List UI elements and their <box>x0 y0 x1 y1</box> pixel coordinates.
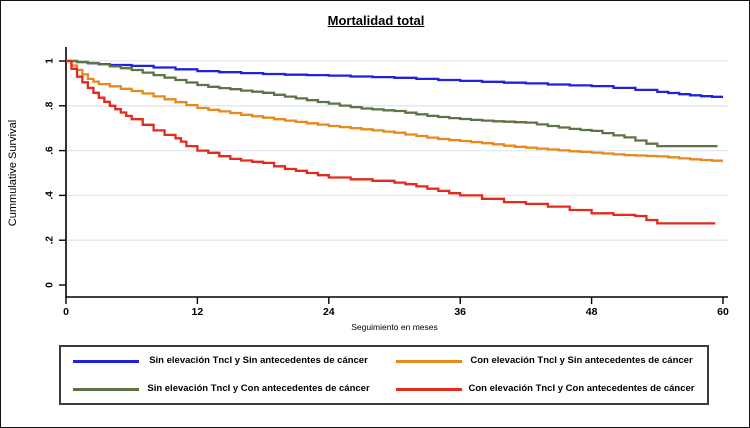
x-axis-title: Seguimiento en meses <box>351 322 437 332</box>
survival-curve-3 <box>66 59 716 225</box>
orange-line-swatch <box>396 359 462 363</box>
x-tick-label: 12 <box>192 306 204 318</box>
y-tick-label: .2 <box>45 236 56 245</box>
y-tick-label: .6 <box>45 146 56 155</box>
y-tick-label: 0 <box>45 282 56 288</box>
legend: Sin elevación TncI y Sin antecedentes de… <box>59 345 709 405</box>
blue-line-swatch <box>73 359 139 363</box>
survival-curve-1 <box>66 59 718 148</box>
chart-title: Mortalidad total <box>327 13 425 28</box>
survival-curve-2 <box>66 59 723 162</box>
legend-label: Con elevación TncI y Sin antecedentes de… <box>470 354 693 366</box>
y-axis-title: Cummulative Survival <box>7 120 19 226</box>
red-line-swatch <box>396 387 462 391</box>
green-line-swatch <box>73 387 139 391</box>
x-tick-label: 48 <box>586 306 598 318</box>
legend-item-green: Sin elevación TncI y Con antecedentes de… <box>61 375 384 403</box>
x-tick-label: 24 <box>323 306 335 318</box>
x-tick-label: 36 <box>454 306 466 318</box>
legend-item-red: Con elevación TncI y Con antecedentes de… <box>384 375 707 403</box>
legend-item-orange: Con elevación TncI y Sin antecedentes de… <box>384 347 707 375</box>
x-tick-label: 0 <box>63 306 69 318</box>
legend-label: Con elevación TncI y Con antecedentes de… <box>468 382 695 394</box>
legend-item-blue: Sin elevación TncI y Sin antecedentes de… <box>61 347 384 375</box>
x-tick-label: 60 <box>717 306 729 318</box>
legend-label: Sin elevación TncI y Con antecedentes de… <box>147 382 370 394</box>
y-tick-label: 1 <box>45 58 56 64</box>
y-tick-label: .8 <box>45 101 56 110</box>
plot-area: 0 .2 .4 .6 .8 1 0 12 24 36 48 60 Seguimiento en mese… <box>7 47 729 332</box>
legend-label: Sin elevación TncI y Sin antecedentes de… <box>149 354 368 366</box>
y-tick-label: .4 <box>45 191 56 200</box>
survival-curve-0 <box>66 59 723 98</box>
